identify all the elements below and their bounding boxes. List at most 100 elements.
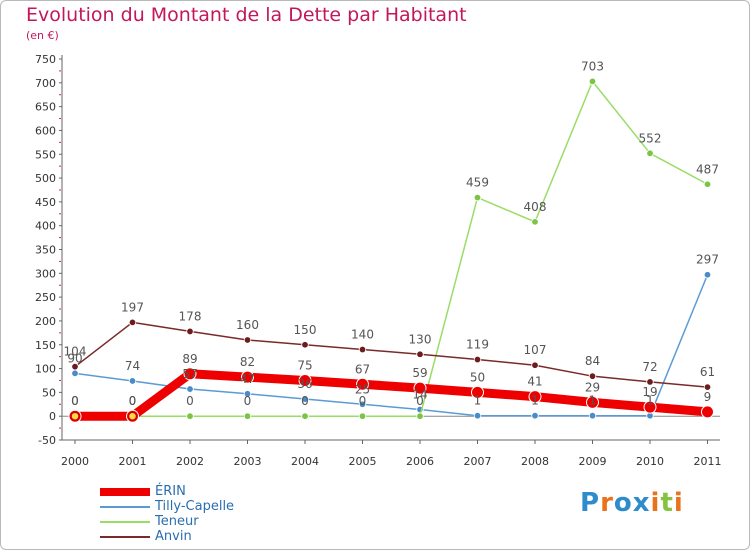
y-tick-label: 550 — [35, 148, 56, 161]
brand-letter: i — [673, 488, 684, 518]
data-point — [186, 385, 194, 393]
data-point — [413, 381, 427, 395]
legend-item: ÉRIN — [100, 484, 280, 500]
data-label: 84 — [585, 354, 600, 368]
data-label: 72 — [642, 360, 657, 374]
data-point — [471, 385, 484, 399]
data-point — [416, 350, 424, 358]
x-tick-label: 2010 — [636, 455, 664, 468]
data-label: 47 — [240, 372, 255, 386]
x-tick-label: 2000 — [61, 455, 89, 468]
x-tick-label: 2003 — [234, 455, 262, 468]
data-label: 0 — [129, 394, 137, 408]
data-label: 0 — [71, 394, 79, 408]
x-tick-label: 2001 — [119, 455, 147, 468]
legend-label: Anvin — [155, 529, 192, 544]
chart-subtitle: (en €) — [26, 29, 59, 42]
y-tick-label: 700 — [35, 77, 56, 90]
legend-item: Tilly-Capelle — [100, 499, 280, 515]
y-tick-label: 450 — [35, 196, 56, 209]
y-tick-label: 500 — [35, 172, 56, 185]
data-label: 41 — [527, 375, 542, 389]
data-point — [701, 405, 714, 419]
data-point — [473, 355, 482, 364]
y-tick-label: 300 — [35, 267, 56, 280]
y-tick-label: 0 — [49, 410, 56, 423]
y-tick-label: 50 — [42, 386, 56, 399]
data-label: 0 — [186, 394, 194, 408]
data-label: 61 — [700, 365, 715, 379]
data-label: 90 — [67, 351, 82, 365]
legend-swatch — [100, 521, 150, 523]
data-point — [473, 412, 482, 420]
data-point — [298, 373, 312, 387]
data-point — [356, 377, 369, 391]
data-label: 0 — [359, 394, 367, 408]
legend-swatch — [100, 536, 150, 538]
series-line-0 — [70, 369, 712, 421]
data-point — [588, 412, 597, 420]
brand-letter: t — [660, 488, 674, 518]
y-tick-label: -50 — [38, 434, 56, 447]
data-point — [586, 395, 599, 409]
y-tick-label: 150 — [35, 339, 56, 352]
data-label: 408 — [524, 200, 547, 214]
brand-letter: i — [650, 488, 661, 518]
data-point — [243, 412, 252, 420]
data-label: 0 — [129, 394, 137, 408]
data-point-highlight — [70, 411, 80, 421]
data-label: 487 — [696, 162, 719, 176]
data-label: 197 — [121, 300, 144, 314]
y-tick-label: 600 — [35, 124, 56, 137]
data-point-highlight — [127, 411, 138, 421]
data-point — [588, 77, 597, 86]
data-label: 150 — [294, 323, 317, 337]
data-point — [473, 193, 482, 202]
data-point — [183, 367, 197, 381]
chart-title: Evolution du Montant de la Dette par Hab… — [26, 4, 467, 26]
data-label: 50 — [470, 370, 485, 384]
data-point — [646, 149, 654, 157]
data-label: 14 — [412, 388, 427, 402]
data-label: 297 — [696, 253, 719, 267]
y-tick-label: 200 — [35, 315, 56, 328]
y-tick-label: 750 — [35, 53, 56, 66]
y-tick-label: 650 — [35, 101, 56, 114]
legend-label: Teneur — [155, 514, 199, 529]
data-point — [128, 377, 137, 385]
y-tick-label: 400 — [35, 220, 56, 233]
data-point — [243, 336, 252, 344]
data-label: 59 — [412, 366, 427, 380]
data-point — [186, 327, 194, 336]
data-point — [71, 362, 79, 371]
x-tick-label: 2004 — [291, 455, 319, 468]
y-tick-label: 350 — [35, 244, 56, 257]
chart-legend: ÉRIN Tilly-Capelle Teneur Anvin — [100, 484, 280, 545]
data-point — [588, 372, 597, 380]
data-point — [531, 412, 539, 420]
data-point — [528, 390, 542, 404]
data-label: 160 — [236, 318, 259, 332]
x-tick-label: 2002 — [176, 455, 204, 468]
brand-letter: o — [613, 488, 633, 518]
data-label: 0 — [71, 394, 79, 408]
data-label: 75 — [297, 358, 312, 372]
data-point — [358, 412, 367, 420]
legend-item: Anvin — [100, 529, 280, 545]
data-point — [241, 370, 254, 384]
x-tick-label: 2009 — [579, 455, 607, 468]
data-point — [301, 341, 309, 349]
x-tick-label: 2011 — [694, 455, 722, 468]
brand-letter: x — [632, 488, 651, 518]
data-point — [128, 318, 137, 327]
data-label: 0 — [301, 394, 309, 408]
data-point — [301, 395, 309, 403]
data-label: 74 — [125, 359, 140, 373]
data-label: 1 — [531, 394, 539, 408]
legend-label: Tilly-Capelle — [155, 499, 235, 514]
data-label: 82 — [240, 355, 255, 369]
data-point — [643, 400, 657, 414]
series-line-2 — [74, 80, 709, 417]
data-label: 703 — [581, 59, 604, 73]
